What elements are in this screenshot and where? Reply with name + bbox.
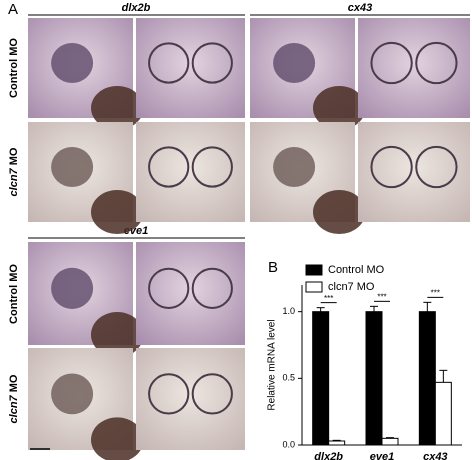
x-tick-label: dlx2b <box>314 451 343 460</box>
embryo-photo <box>358 122 470 222</box>
row-label-gene: clcn7 <box>8 167 20 196</box>
eye <box>148 267 190 309</box>
yolk <box>91 417 144 460</box>
embryo-photo <box>358 18 470 118</box>
row-label: clcn7 MO <box>8 374 20 423</box>
embryo-photo <box>136 122 245 222</box>
significance-label: *** <box>324 294 333 303</box>
eye <box>148 373 190 415</box>
eye <box>191 42 233 84</box>
yolk <box>313 86 366 130</box>
y-tick-label: 0.5 <box>282 373 295 383</box>
yolk <box>91 86 144 130</box>
embryo-photo <box>136 18 245 118</box>
eye <box>415 145 458 189</box>
eye <box>51 43 94 83</box>
eye <box>51 267 94 309</box>
eye <box>370 41 413 85</box>
legend-swatch <box>305 281 323 293</box>
eye <box>191 373 233 415</box>
significance-label: *** <box>431 288 440 297</box>
x-tick-label: cx43 <box>423 451 447 460</box>
eye <box>370 145 413 189</box>
bar <box>328 440 346 446</box>
photo-grid <box>28 18 470 460</box>
embryo-photo <box>136 242 245 345</box>
eye <box>148 146 190 188</box>
row-label-suffix: MO <box>8 147 20 165</box>
legend-label: Control MO <box>328 264 385 276</box>
eye <box>415 41 458 85</box>
row-label-suffix: MO <box>8 374 20 392</box>
bar <box>434 381 452 446</box>
bar <box>365 311 383 446</box>
bar <box>312 311 330 446</box>
eye <box>273 147 316 187</box>
embryo-photo <box>136 348 245 450</box>
y-tick-label: 0.0 <box>282 439 295 449</box>
x-tick-label: eve1 <box>370 451 394 460</box>
gene-header: dlx2b <box>122 2 151 14</box>
eye <box>148 42 190 84</box>
y-axis-label: Relative mRNA level <box>267 319 278 410</box>
row-label: Control MO <box>8 38 20 98</box>
bar <box>418 311 436 446</box>
bar <box>381 437 399 446</box>
yolk <box>313 190 366 234</box>
row-label: Control MO <box>8 264 20 324</box>
eye <box>273 43 316 83</box>
eye <box>51 373 94 415</box>
eye <box>191 267 233 309</box>
significance-label: *** <box>377 292 386 301</box>
y-tick-label: 1.0 <box>282 306 295 316</box>
eye <box>191 146 233 188</box>
legend-swatch <box>305 264 323 276</box>
row-label: clcn7 MO <box>8 147 20 196</box>
panel-label: B <box>268 259 278 276</box>
gene-header: cx43 <box>348 2 372 14</box>
bar-chart: 0.0 0.5 1.0 Relative mRNA level Control MO cl… <box>267 264 462 460</box>
row-label-gene: clcn7 <box>8 394 20 423</box>
panel-label: A <box>8 1 18 18</box>
eye <box>51 147 94 187</box>
yolk <box>91 190 144 234</box>
legend-label: clcn7 MO <box>328 281 375 293</box>
yolk <box>91 312 144 358</box>
